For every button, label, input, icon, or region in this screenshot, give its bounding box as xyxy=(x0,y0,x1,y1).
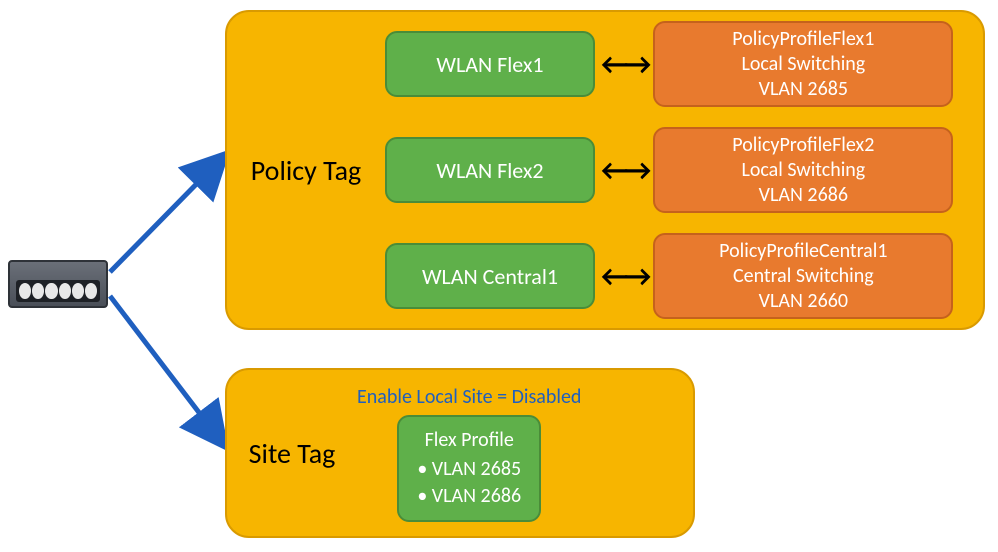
flex-profile-title: Flex Profile xyxy=(417,427,521,454)
device-port xyxy=(32,283,44,299)
policy-profile-box: PolicyProfileCentral1Central SwitchingVL… xyxy=(653,233,953,319)
site-tag-inner: Enable Local Site = Disabled Flex Profil… xyxy=(357,385,581,522)
policy-profile-line: VLAN 2660 xyxy=(759,289,848,314)
flex-profile-item: VLAN 2685 xyxy=(417,456,521,483)
device-port xyxy=(85,283,97,299)
device-port xyxy=(72,283,84,299)
device-port xyxy=(19,283,31,299)
site-tag-label-text: Site Tag xyxy=(249,436,336,471)
connector-line xyxy=(110,160,220,272)
bidirectional-arrow-icon: ←→ xyxy=(601,152,647,189)
policy-row: WLAN Central1←→PolicyProfileCentral1Cent… xyxy=(385,233,959,319)
flex-profile-item: VLAN 2686 xyxy=(417,483,521,510)
policy-profile-line: Local Switching xyxy=(741,52,865,77)
policy-tag-rows: WLAN Flex1←→PolicyProfileFlex1Local Swit… xyxy=(385,1,983,339)
policy-tag-container: Policy Tag WLAN Flex1←→PolicyProfileFlex… xyxy=(225,10,985,330)
wlan-label: WLAN Central1 xyxy=(422,263,558,290)
device-ports xyxy=(16,280,100,302)
policy-profile-line: Local Switching xyxy=(741,158,865,183)
wlan-label: WLAN Flex2 xyxy=(436,157,543,184)
flex-profile-items: VLAN 2685VLAN 2686 xyxy=(417,456,521,510)
policy-profile-box: PolicyProfileFlex2Local SwitchingVLAN 26… xyxy=(653,127,953,213)
wlan-box: WLAN Flex1 xyxy=(385,31,595,97)
site-tag-container: Site Tag Enable Local Site = Disabled Fl… xyxy=(225,368,695,538)
wlan-box: WLAN Flex2 xyxy=(385,137,595,203)
flex-profile-box: Flex Profile VLAN 2685VLAN 2686 xyxy=(397,415,541,522)
device-port xyxy=(59,283,71,299)
policy-profile-box: PolicyProfileFlex1Local SwitchingVLAN 26… xyxy=(653,21,953,107)
bidirectional-arrow-icon: ←→ xyxy=(601,46,647,83)
wlan-label: WLAN Flex1 xyxy=(436,51,543,78)
policy-tag-label: Policy Tag xyxy=(227,153,385,188)
network-controller-device xyxy=(8,260,108,308)
connector-line xyxy=(110,296,220,440)
policy-tag-label-text: Policy Tag xyxy=(251,153,361,188)
policy-profile-line: VLAN 2685 xyxy=(759,77,848,102)
policy-row: WLAN Flex2←→PolicyProfileFlex2Local Swit… xyxy=(385,127,959,213)
policy-profile-line: Central Switching xyxy=(733,264,874,289)
bidirectional-arrow-icon: ←→ xyxy=(601,258,647,295)
device-body xyxy=(8,260,108,308)
policy-profile-line: PolicyProfileCentral1 xyxy=(719,239,887,264)
diagram-canvas: Policy Tag WLAN Flex1←→PolicyProfileFlex… xyxy=(0,0,998,552)
device-port xyxy=(45,283,57,299)
policy-row: WLAN Flex1←→PolicyProfileFlex1Local Swit… xyxy=(385,21,959,107)
policy-profile-line: PolicyProfileFlex2 xyxy=(732,133,874,158)
site-tag-label: Site Tag xyxy=(227,436,357,471)
site-tag-note: Enable Local Site = Disabled xyxy=(357,385,581,409)
policy-profile-line: VLAN 2686 xyxy=(759,183,848,208)
policy-profile-line: PolicyProfileFlex1 xyxy=(732,27,874,52)
wlan-box: WLAN Central1 xyxy=(385,243,595,309)
